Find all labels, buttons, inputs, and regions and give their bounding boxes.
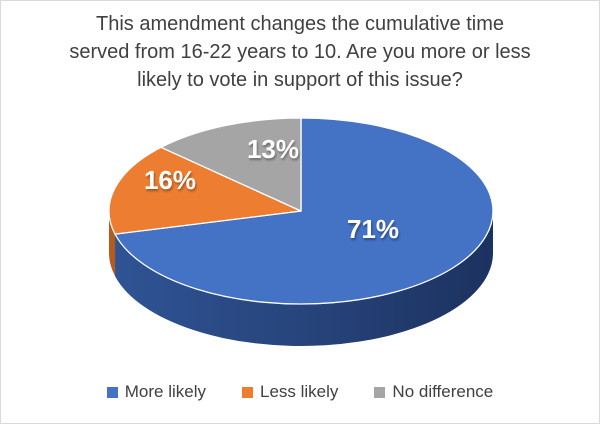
data-label-more-likely: 71% bbox=[347, 214, 399, 244]
legend-item-more-likely[interactable]: More likely bbox=[106, 382, 206, 402]
legend-label: More likely bbox=[124, 382, 206, 401]
legend-swatch-more-likely bbox=[106, 386, 118, 398]
chart-title: This amendment changes the cumulative ti… bbox=[21, 10, 579, 94]
chart-title-line: served from 16-22 years to 10. Are you m… bbox=[69, 41, 531, 63]
legend-item-less-likely[interactable]: Less likely bbox=[242, 382, 338, 402]
pie-data-labels: 71% 16% 13% bbox=[144, 134, 399, 244]
legend-swatch-no-difference bbox=[374, 386, 386, 398]
chart-title-line: likely to vote in support of this issue? bbox=[137, 69, 463, 91]
legend-label: Less likely bbox=[260, 382, 339, 401]
chart-title-line: This amendment changes the cumulative ti… bbox=[96, 13, 504, 35]
pie-slice-side-less-likely bbox=[109, 211, 116, 277]
legend-item-no-difference[interactable]: No difference bbox=[374, 382, 493, 402]
pie-slice-side-more-likely bbox=[115, 211, 493, 347]
data-label-less-likely: 16% bbox=[144, 165, 196, 195]
data-label-no-difference: 13% bbox=[247, 134, 299, 164]
pie-3d-sides bbox=[109, 211, 493, 347]
pie-slice-no-difference[interactable] bbox=[160, 117, 302, 212]
legend-swatch-less-likely bbox=[242, 386, 253, 398]
pie-slices bbox=[108, 117, 494, 305]
legend-label: No difference bbox=[392, 382, 494, 401]
pie-slice-less-likely[interactable] bbox=[108, 146, 302, 235]
pie-slice-more-likely[interactable] bbox=[114, 117, 494, 305]
chart-legend: More likely Less likely No difference bbox=[1, 382, 599, 402]
